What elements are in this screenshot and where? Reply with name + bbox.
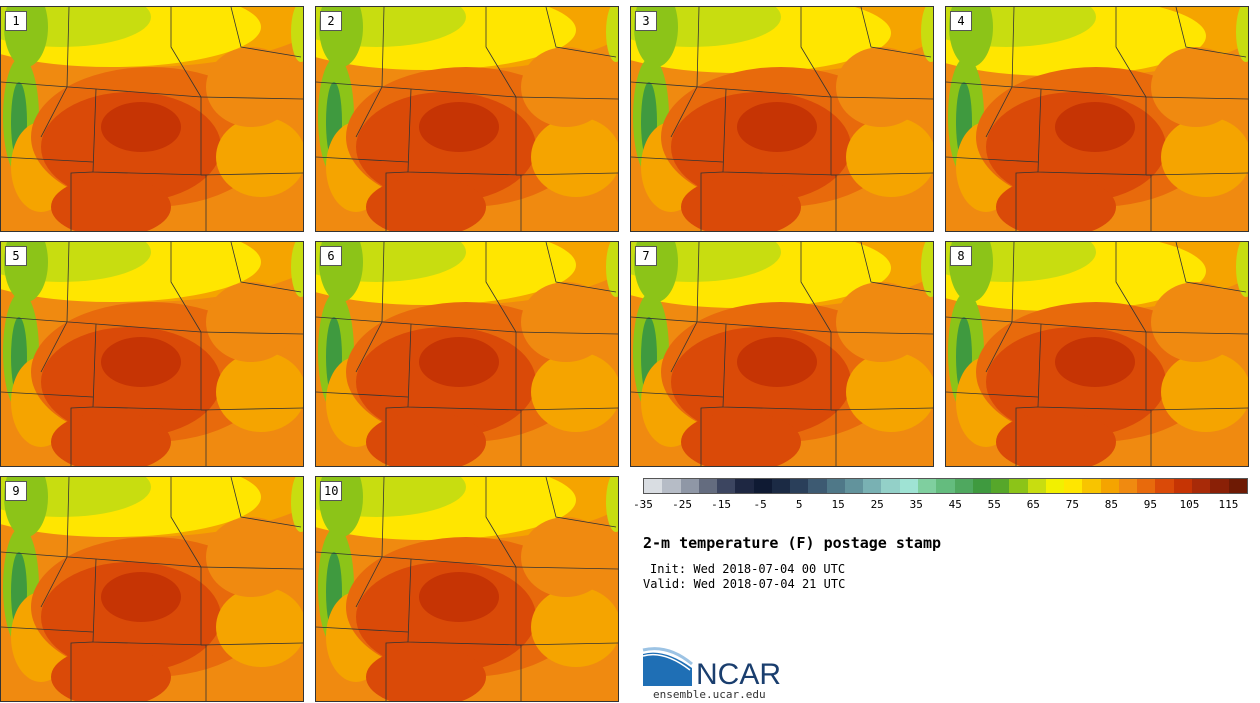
site-url: ensemble.ucar.edu (653, 688, 766, 701)
stamp-panel-10: 10 (315, 476, 619, 702)
colorbar-tick-label: 65 (1026, 498, 1040, 511)
stamp-panel-6: 6 (315, 241, 619, 467)
colorbar-swatch (753, 479, 772, 493)
colorbar-swatch (1045, 479, 1065, 493)
colorbar-tick-label: 85 (1104, 498, 1118, 511)
stamp-number: 8 (950, 246, 972, 266)
plot-title: 2-m temperature (F) postage stamp (643, 534, 942, 552)
colorbar (643, 478, 1248, 494)
colorbar-tick-label: 15 (831, 498, 845, 511)
stamp-number: 6 (320, 246, 342, 266)
colorbar-swatch (771, 479, 791, 493)
colorbar-swatch (1027, 479, 1046, 493)
stamp-panel-2: 2 (315, 6, 619, 232)
temperature-map (1, 477, 303, 701)
temperature-map (946, 242, 1248, 466)
colorbar-swatch (1228, 479, 1247, 493)
colorbar-swatch (717, 479, 736, 493)
stamp-panel-7: 7 (630, 241, 934, 467)
stamp-panel-8: 8 (945, 241, 1249, 467)
colorbar-swatch (1173, 479, 1192, 493)
ncar-logo-icon: NCAR (642, 647, 781, 690)
stamp-panel-1: 1 (0, 6, 304, 232)
colorbar-swatch (662, 479, 681, 493)
temperature-map (631, 242, 933, 466)
colorbar-swatch (954, 479, 973, 493)
temperature-map (316, 7, 618, 231)
stamp-number: 3 (635, 11, 657, 31)
colorbar-swatch (1100, 479, 1119, 493)
colorbar-swatch (680, 479, 699, 493)
stamp-panel-3: 3 (630, 6, 934, 232)
colorbar-tick-label: 75 (1065, 498, 1079, 511)
colorbar-swatch (899, 479, 918, 493)
stamp-panel-4: 4 (945, 6, 1249, 232)
colorbar-swatch (1118, 479, 1138, 493)
stamp-number: 4 (950, 11, 972, 31)
colorbar-swatch (1191, 479, 1211, 493)
temperature-map (1, 242, 303, 466)
colorbar-swatch (863, 479, 882, 493)
colorbar-swatch (698, 479, 718, 493)
colorbar-tick-label: -5 (753, 498, 767, 511)
stamp-panel-9: 9 (0, 476, 304, 702)
valid-time: Valid: Wed 2018-07-04 21 UTC (643, 577, 846, 591)
colorbar-swatch (917, 479, 937, 493)
colorbar-swatch (1137, 479, 1156, 493)
colorbar-swatch (790, 479, 809, 493)
colorbar-swatch (1210, 479, 1229, 493)
colorbar-tick-label: 95 (1143, 498, 1158, 511)
stamp-number: 9 (5, 481, 27, 501)
colorbar-swatch (881, 479, 900, 493)
colorbar-tick-label: -25 (672, 498, 692, 511)
stamp-number: 10 (320, 481, 343, 501)
colorbar-tick-label: 105 (1179, 498, 1200, 511)
temperature-map (946, 7, 1248, 231)
temperature-map (316, 242, 618, 466)
colorbar-tick-label: -15 (711, 498, 731, 511)
colorbar-swatch (1009, 479, 1028, 493)
stamp-number: 5 (5, 246, 27, 266)
colorbar-swatch (808, 479, 827, 493)
colorbar-swatch (936, 479, 955, 493)
colorbar-tick-label: 115 (1218, 498, 1239, 511)
colorbar-tick-label: 45 (948, 498, 962, 511)
colorbar-swatch (826, 479, 845, 493)
colorbar-swatch (1155, 479, 1174, 493)
temperature-map (1, 7, 303, 231)
init-time: Init: Wed 2018-07-04 00 UTC (650, 562, 846, 576)
colorbar-tick-label: 55 (987, 498, 1001, 511)
colorbar-swatch (735, 479, 754, 493)
colorbar-swatch (1082, 479, 1101, 493)
temperature-map (316, 477, 618, 701)
colorbar-swatch (972, 479, 992, 493)
colorbar-swatch (644, 479, 663, 493)
stamp-number: 1 (5, 11, 27, 31)
colorbar-tick-label: 25 (870, 498, 884, 511)
colorbar-swatch (991, 479, 1010, 493)
logo-text: NCAR (696, 658, 781, 690)
colorbar-tick-label: 5 (795, 498, 803, 511)
temperature-map (631, 7, 933, 231)
colorbar-tick-label: -35 (633, 498, 653, 511)
colorbar-swatch (844, 479, 864, 493)
stamp-number: 2 (320, 11, 342, 31)
stamp-number: 7 (635, 246, 657, 266)
colorbar-swatch (1064, 479, 1083, 493)
colorbar-tick-labels: -35 -25 -15 -5 5 15 25 35 45 55 65 75 85 95 105 115 (633, 498, 1248, 512)
colorbar-tick-label: 35 (909, 498, 923, 511)
stamp-panel-5: 5 (0, 241, 304, 467)
